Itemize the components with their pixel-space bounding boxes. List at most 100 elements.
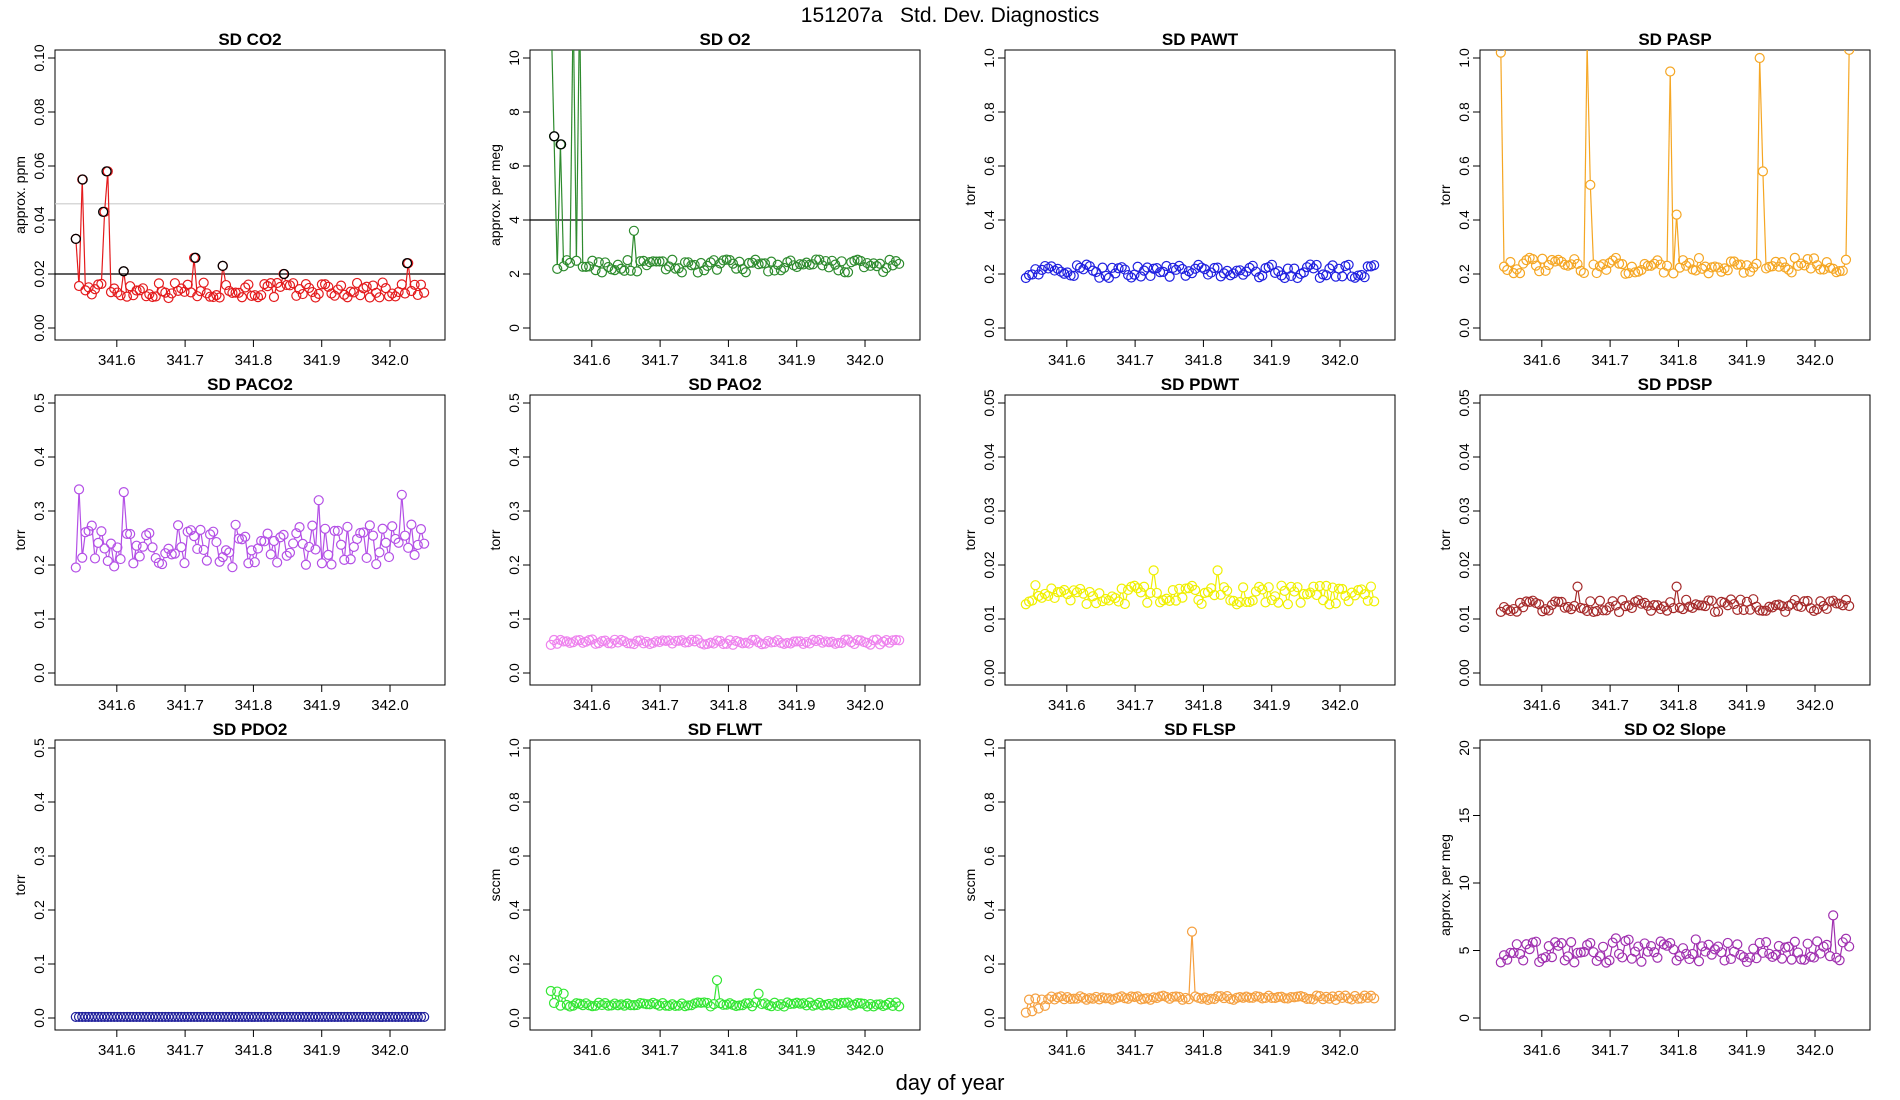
data-point [603,1000,614,1011]
x-tick-label: 342.0 [371,352,409,369]
x-tick-label: 341.8 [710,1042,748,1059]
data-point [1263,990,1274,1001]
data-point [1340,590,1351,601]
series-segment [130,538,134,559]
data-point [415,1011,427,1023]
x-tick-label: 341.6 [1048,697,1086,714]
data-point [204,291,216,302]
data-point [692,267,703,278]
data-point [593,997,604,1008]
data-point [288,538,299,549]
y-axis-label: torr [962,529,978,550]
data-point [291,528,302,539]
data-point [246,545,257,556]
series-segment [1032,1002,1035,1008]
data-point [297,288,308,300]
x-tick-label: 341.9 [1253,1042,1291,1059]
data-point [1164,271,1175,282]
data-point [345,554,356,565]
series-segment [1500,57,1505,263]
data-point [1502,954,1513,965]
outlier-point [401,258,413,269]
data-point [1546,952,1558,963]
data-point [329,290,340,301]
plot-frame [1004,49,1396,341]
series-segment [78,493,83,554]
data-point [1183,994,1194,1005]
data-point [625,999,636,1011]
series-segment [569,50,574,259]
series-segment [271,545,274,551]
series-segment [1583,50,1588,269]
data-point [1183,266,1194,277]
data-point [1218,992,1230,1004]
data-point [1757,166,1768,177]
data-point [310,292,321,303]
data-point [1129,580,1140,591]
data-point [1703,595,1714,606]
data-point [1119,598,1130,610]
panel-sd-flwt: SD FLWT 0.0 0.2 0.4 0.6 0.8 1.0 sccm 341.6 341.7 3… [487,720,921,1059]
data-point [1122,993,1134,1004]
data-point [1321,270,1332,281]
data-point [1713,606,1724,617]
data-point [1020,272,1031,284]
data-point [894,258,905,269]
series-segment [1696,262,1699,267]
y-tick-label: 0 [506,324,522,332]
series-segment [248,554,252,560]
series-segment [149,537,153,544]
data-point [596,636,608,647]
plot-area [55,166,445,304]
data-point [1760,937,1772,948]
data-point [1732,604,1743,615]
data-point [1658,267,1669,278]
y-tick-label: 0.04 [981,443,997,470]
data-point [1148,565,1159,576]
data-point [603,261,614,273]
data-point [294,522,305,533]
x-tick-label: 342.0 [1321,352,1359,369]
plot-frame [54,394,446,686]
data-point [1327,260,1338,271]
data-point [1706,595,1717,606]
data-point [1722,265,1733,276]
data-point [1209,590,1220,601]
data-point [1087,591,1099,602]
data-point [1645,605,1657,616]
data-point [1174,260,1185,271]
y-tick-label: 1.0 [981,738,997,758]
data-point [663,261,675,272]
data-point [1298,588,1309,600]
data-point [1055,266,1067,277]
series-segment [1808,947,1811,953]
series-segment [1673,219,1677,269]
data-point [1661,260,1673,271]
data-point [1270,591,1281,602]
data-point [339,554,350,565]
data-point [798,998,809,1009]
data-point [1623,268,1634,279]
panel-sd-co2: SD CO2 0.00 0.02 0.04 0.06 0.08 0.10 approx. pp… [12,30,446,369]
data-point [836,637,847,649]
data-point [1534,266,1545,277]
data-point [750,997,761,1008]
data-point [284,547,296,558]
y-tick-label: 0.0 [981,1008,997,1028]
data-point [1687,602,1698,613]
y-tick-label: 1.0 [981,48,997,68]
data-point [96,526,107,537]
x-tick-label: 341.7 [1591,697,1629,714]
data-point [1645,941,1657,952]
data-point [387,521,398,532]
series-segment [1804,947,1808,956]
plot-area [1495,910,1855,968]
data-point [1349,590,1361,601]
data-point [1514,948,1526,960]
x-tick-label: 341.7 [1591,1042,1629,1059]
data-point [1145,994,1156,1005]
data-point [1324,993,1335,1004]
data-point [1722,600,1733,611]
data-point [1700,946,1711,957]
